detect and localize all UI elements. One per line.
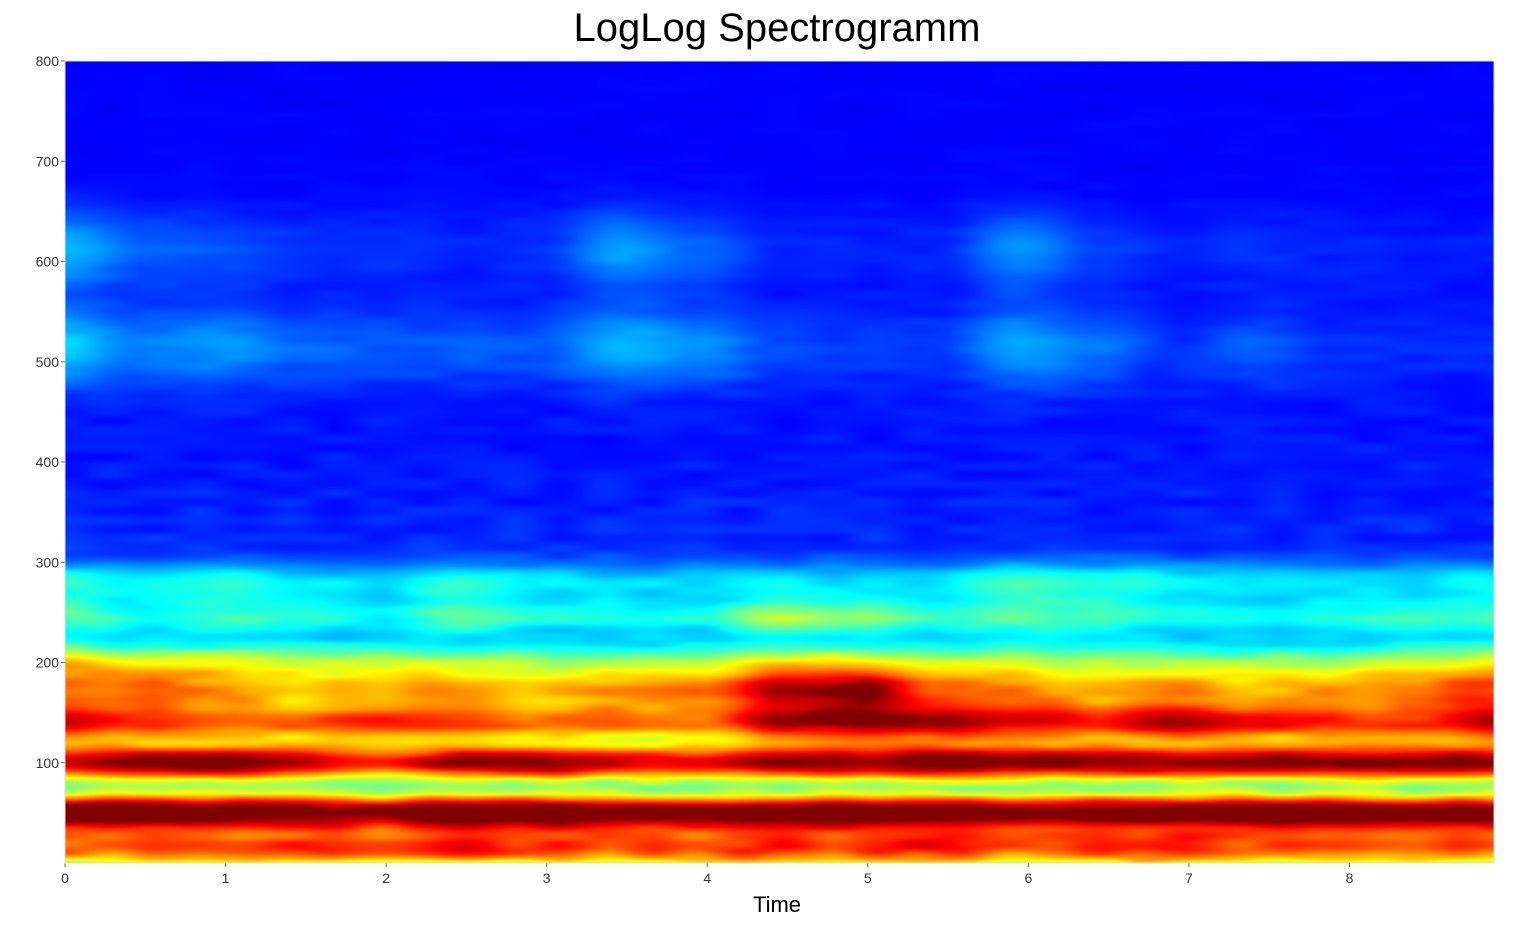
x-tick-label: 7 — [1185, 870, 1193, 886]
y-tick-label: 700 — [36, 153, 60, 169]
y-tick-label: 600 — [36, 254, 60, 270]
x-tick-label: 6 — [1024, 870, 1032, 886]
heatmap-canvas — [65, 61, 1494, 863]
x-tick-label: 3 — [543, 870, 551, 886]
x-axis-label: Time — [753, 892, 801, 917]
y-tick-label: 500 — [36, 354, 60, 370]
x-tick-label: 0 — [61, 870, 69, 886]
y-tick-label: 300 — [36, 554, 60, 570]
x-tick-label: 8 — [1346, 870, 1354, 886]
chart-title: LogLog Spectrogramm — [573, 6, 981, 50]
x-tick-label: 1 — [222, 870, 230, 886]
x-tick-label: 2 — [382, 870, 390, 886]
y-tick-label: 100 — [36, 755, 60, 771]
x-tick-label: 4 — [703, 870, 711, 886]
x-tick-label: 5 — [864, 870, 872, 886]
heatmap-area — [65, 61, 1494, 863]
x-axis: 0 1 2 3 4 5 6 7 8 — [61, 863, 1354, 886]
y-tick-label: 400 — [36, 454, 60, 470]
plot-frame — [64, 60, 1495, 864]
y-tick-label: 800 — [36, 53, 60, 69]
y-tick-label: 200 — [36, 655, 60, 671]
y-axis: 100 200 300 400 500 600 700 800 — [36, 53, 65, 771]
